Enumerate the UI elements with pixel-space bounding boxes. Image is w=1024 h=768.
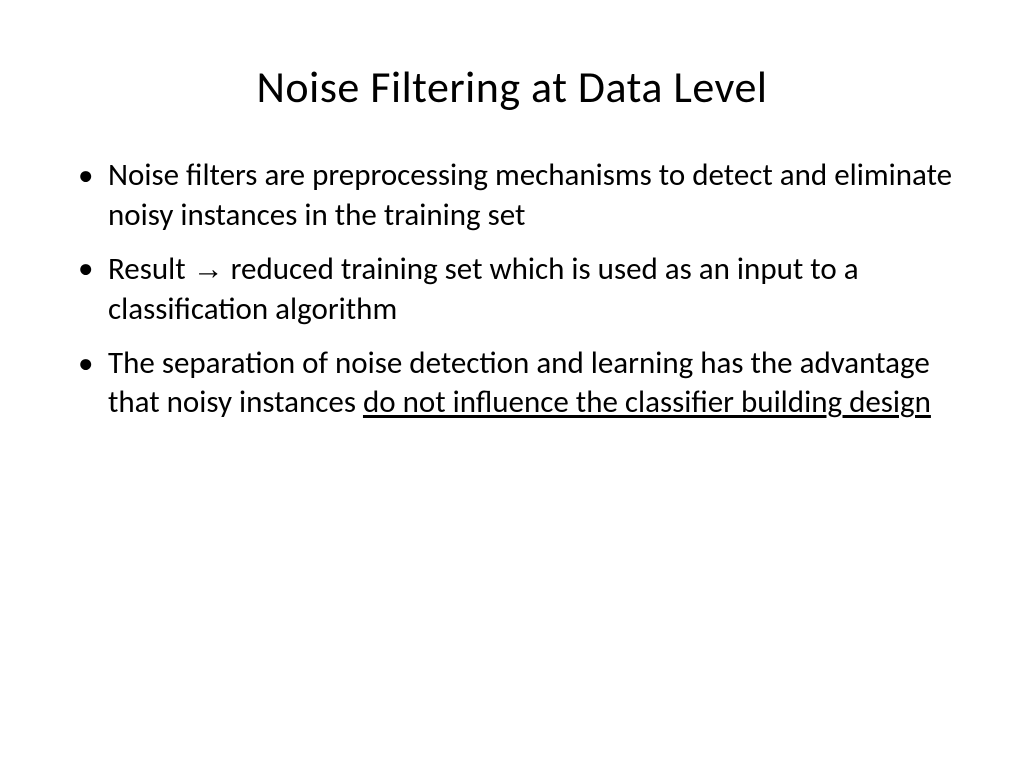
slide: Noise Filtering at Data Level Noise filt… [0, 0, 1024, 768]
bullet-text: Noise filters are preprocessing mechanis… [108, 156, 952, 234]
bullet-item: Result → reduced training set which is u… [70, 249, 954, 329]
bullet-item: The separation of noise detection and le… [70, 344, 954, 423]
bullet-item: Noise filters are preprocessing mechanis… [70, 156, 954, 235]
bullet-underlined: do not influence the classifier building… [363, 383, 931, 421]
bullet-list: Noise filters are preprocessing mechanis… [70, 156, 954, 423]
slide-title: Noise Filtering at Data Level [70, 60, 954, 114]
bullet-prefix: Result [108, 250, 193, 288]
arrow-icon: → [193, 251, 224, 286]
